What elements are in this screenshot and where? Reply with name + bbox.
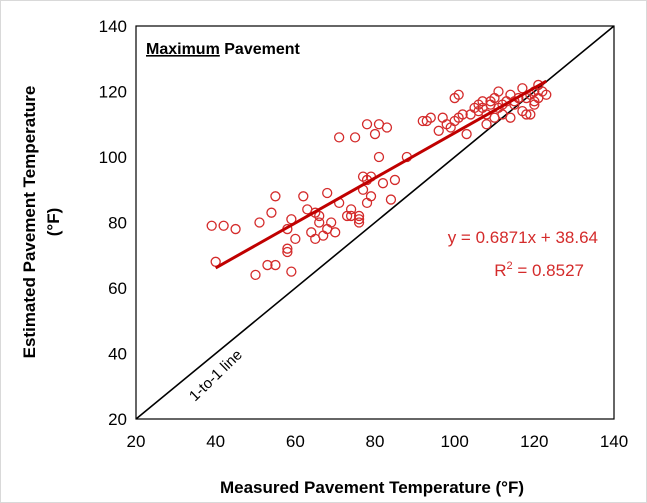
- x-tick-label: 20: [127, 432, 146, 451]
- plot-area: [135, 25, 615, 420]
- y-tick-label: 120: [99, 83, 127, 102]
- x-axis-ticks: 20 40 60 80 100 120 140: [127, 432, 629, 451]
- data-point: [314, 210, 325, 222]
- data-point: [349, 132, 361, 143]
- data-point: [218, 220, 229, 231]
- data-point: [361, 119, 373, 130]
- data-point: [254, 217, 265, 228]
- data-point: [314, 217, 325, 228]
- r-squared-value: = 0.8527: [513, 261, 584, 280]
- y-tick-label: 80: [108, 214, 127, 233]
- data-point: [493, 86, 504, 97]
- data-point: [270, 191, 281, 202]
- data-point: [250, 269, 261, 281]
- data-point: [282, 243, 293, 254]
- data-point: [322, 187, 333, 199]
- data-point: [529, 96, 540, 107]
- data-point: [345, 204, 357, 215]
- data-point: [477, 102, 488, 114]
- data-point: [441, 119, 452, 130]
- y-axis-title-line2: (°F): [44, 208, 63, 237]
- data-point: [505, 112, 516, 123]
- data-point: [453, 89, 464, 100]
- data-point: [326, 217, 337, 228]
- x-tick-label: 60: [286, 432, 305, 451]
- chart-title: Maximum Pavement: [146, 41, 301, 58]
- data-point: [377, 178, 389, 189]
- x-tick-label: 100: [440, 432, 468, 451]
- data-point: [270, 259, 281, 271]
- y-tick-label: 140: [99, 17, 127, 36]
- data-point: [298, 191, 309, 202]
- data-point: [461, 128, 472, 140]
- x-tick-label: 120: [520, 432, 548, 451]
- trend-line: [214, 79, 548, 270]
- data-point: [206, 220, 217, 231]
- trend-equation: y = 0.6871x + 38.64: [448, 228, 598, 247]
- chart-title-rest: Pavement: [220, 41, 301, 58]
- data-point: [517, 83, 528, 94]
- r-squared-sup: 2: [507, 260, 513, 272]
- data-point: [330, 227, 341, 238]
- data-point: [369, 128, 381, 140]
- x-tick-label: 80: [366, 432, 385, 451]
- data-point: [525, 109, 536, 120]
- r-squared: R2 = 0.8527: [494, 260, 584, 280]
- x-tick-label: 40: [206, 432, 225, 451]
- data-point: [425, 112, 436, 123]
- data-point: [481, 119, 492, 130]
- r-squared-r: R: [494, 261, 506, 280]
- data-point: [266, 207, 277, 218]
- data-point: [541, 89, 552, 100]
- data-point: [333, 132, 345, 143]
- x-tick-label: 140: [600, 432, 628, 451]
- data-point: [262, 259, 273, 271]
- data-point: [353, 217, 365, 228]
- data-point: [286, 266, 297, 277]
- x-axis-title: Measured Pavement Temperature (°F): [220, 478, 524, 497]
- data-point: [433, 125, 444, 136]
- data-point: [230, 223, 241, 235]
- y-axis-ticks: 20 40 60 80 100 120 140: [99, 17, 127, 429]
- y-tick-label: 40: [108, 345, 127, 364]
- data-point: [521, 109, 532, 120]
- y-tick-label: 100: [99, 148, 127, 167]
- data-point: [389, 174, 401, 186]
- y-axis-title-line1: Estimated Pavement Temperature: [20, 86, 39, 359]
- data-point: [457, 109, 468, 120]
- data-point: [373, 151, 385, 163]
- data-point: [385, 194, 397, 205]
- one-to-one-line: [135, 25, 615, 420]
- data-point: [381, 122, 393, 133]
- y-tick-label: 60: [108, 279, 127, 298]
- data-point: [353, 210, 365, 222]
- y-tick-label: 20: [108, 410, 127, 429]
- data-point: [282, 246, 293, 258]
- data-point: [365, 191, 377, 202]
- chart-title-underlined: Maximum: [146, 41, 220, 58]
- data-point: [353, 214, 365, 225]
- data-point: [290, 233, 301, 245]
